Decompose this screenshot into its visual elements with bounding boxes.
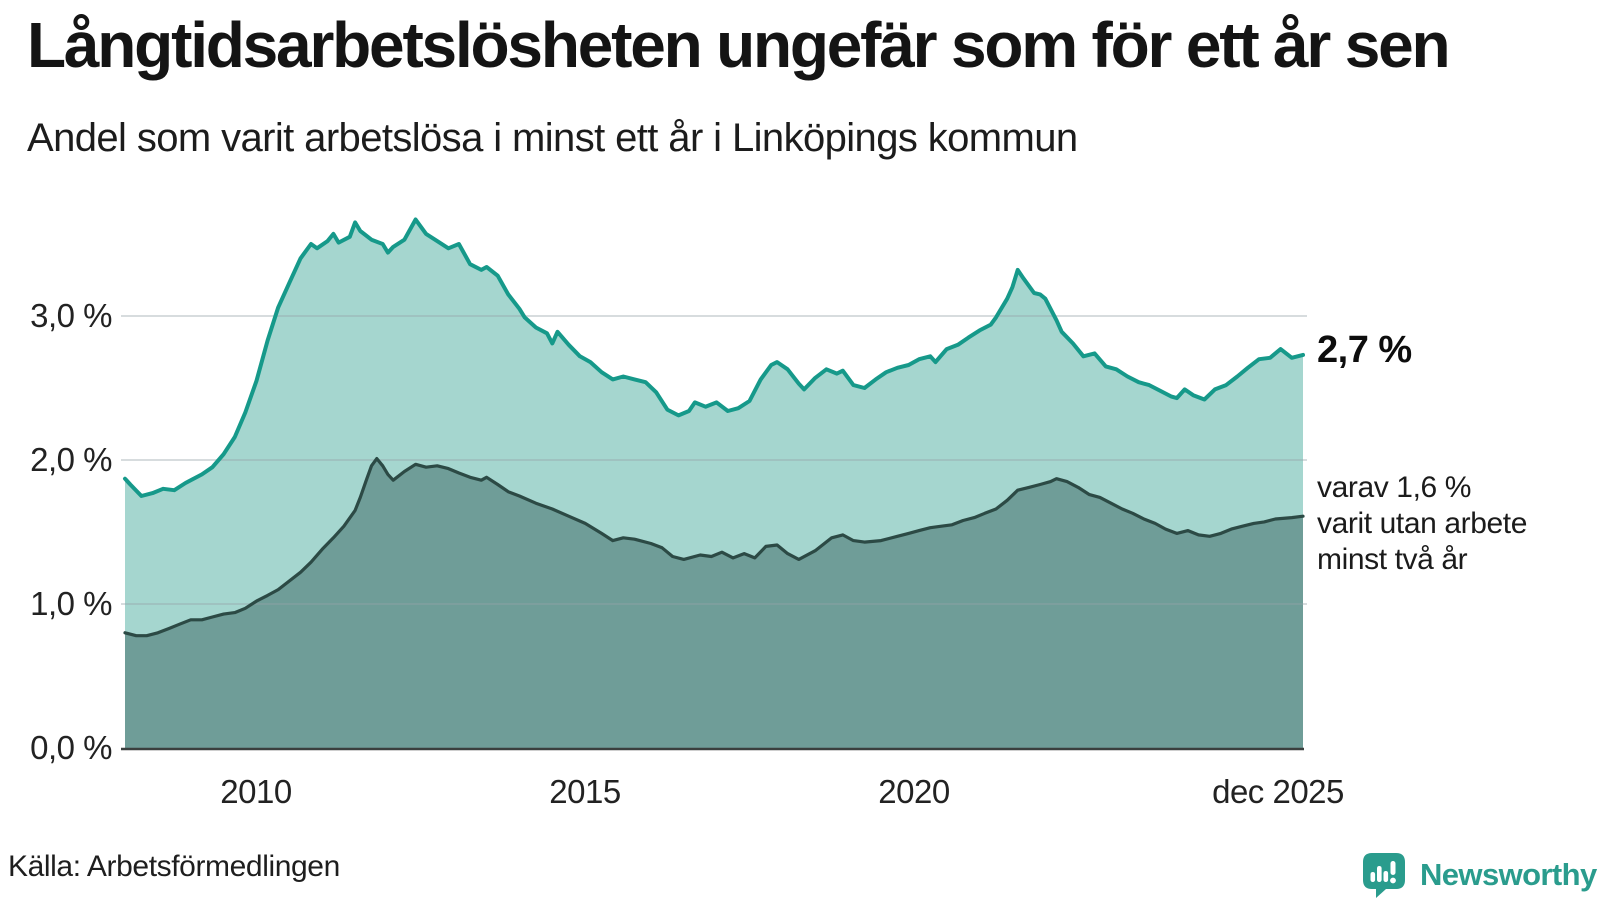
y-axis-label: 1,0 % [30,585,112,622]
series-total-line [123,217,1305,498]
newsworthy-wordmark: Newsworthy [1420,857,1597,892]
chart-subtitle: Andel som varit arbetslösa i minst ett å… [27,116,1078,160]
x-axis-label: 2010 [220,773,292,810]
newsworthy-logo-icon [1363,853,1405,898]
end-value-label-total: 2,7 % [1317,329,1412,371]
y-axis-label: 3,0 % [30,297,112,334]
brand-lockup: Newsworthy [1362,852,1597,898]
source-note: Källa: Arbetsförmedlingen [8,850,340,883]
y-axis-label: 0,0 % [30,729,112,766]
page-title: Långtidsarbetslösheten ungefär som för e… [27,9,1451,81]
x-axis-label: 2015 [549,773,621,810]
series-two-years-line [123,457,1305,638]
x-axis-label: dec 2025 [1212,773,1344,810]
series-two-years-area [125,458,1303,748]
end-value-label-two-years: varav 1,6 % varit utan arbete minst två … [1317,471,1527,576]
y-axis-label: 2,0 % [30,441,112,478]
x-axis-label: 2020 [878,773,950,810]
